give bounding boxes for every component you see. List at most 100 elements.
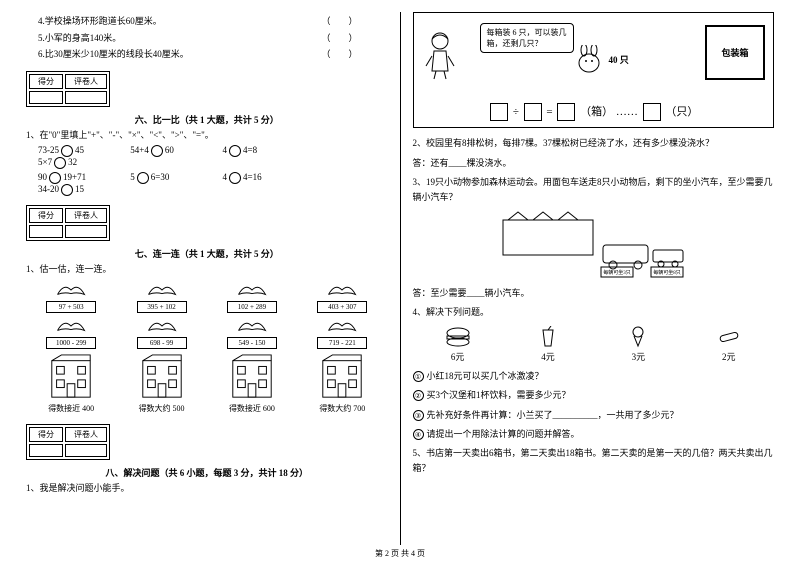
- divide-sign: ÷: [513, 106, 519, 118]
- price-label: 4元: [503, 350, 593, 363]
- package-box: 包装箱: [705, 25, 765, 80]
- dots: ……: [616, 106, 638, 118]
- blank-square[interactable]: [643, 103, 661, 121]
- candy-icon: [716, 326, 742, 348]
- sub-question: ②买3个汉堡和1杯饮料，需要多少元？: [413, 388, 775, 402]
- sub-question: ④请提出一个用除法计算的问题并解答。: [413, 427, 775, 441]
- calc-box: 719 - 221: [317, 337, 367, 349]
- equation-row: 73-2545 54+460 44=8 5×732: [26, 145, 388, 169]
- blank-circle[interactable]: [61, 184, 73, 196]
- grader-label: 评卷人: [65, 208, 107, 223]
- section-8-lead: 1、我是解决问题小能手。: [26, 482, 388, 496]
- calc-box: 698 - 99: [137, 337, 187, 349]
- calc-box: 395 + 102: [137, 301, 187, 313]
- column-divider: [400, 12, 401, 545]
- calc-box: 97 + 503: [46, 301, 96, 313]
- section-7-lead: 1、估一估，连一连。: [26, 263, 388, 277]
- blank-circle[interactable]: [49, 172, 61, 184]
- paren: （ ）: [321, 32, 357, 46]
- question-3-answer: 答：至少需要____辆小汽车。: [413, 286, 775, 300]
- child-icon: [422, 31, 458, 81]
- bird-row-bottom: 1000 - 299 698 - 99 549 - 150 719 - 221: [26, 317, 388, 349]
- equals-sign: =: [546, 106, 552, 118]
- left-column: 4.学校操场环形跑道长60厘米。 （ ） 5.小军的身高140米。 （ ） 6.比3…: [18, 12, 396, 545]
- blank-circle[interactable]: [229, 172, 241, 184]
- bird-icon: [323, 317, 361, 335]
- blank-circle[interactable]: [151, 145, 163, 157]
- section-6-title: 六、比一比（共 1 大题，共计 5 分）: [26, 113, 388, 126]
- blank-circle[interactable]: [61, 145, 73, 157]
- building-label: 得数接近 400: [47, 403, 95, 414]
- right-column: 每箱装 6 只，可以装几 箱，还剩几只？ 40 只 包装箱 ÷ = （箱） ………: [405, 12, 783, 545]
- section-7-title: 七、连一连（共 1 大题，共计 5 分）: [26, 247, 388, 260]
- circled-2: ②: [413, 390, 424, 401]
- score-box: 得分评卷人: [26, 205, 110, 241]
- blank-circle[interactable]: [54, 157, 66, 169]
- svg-text:每辆可坐3只: 每辆可坐3只: [603, 269, 631, 276]
- scene-illustration: 每辆可坐3只 每辆可坐8只: [493, 210, 693, 280]
- unit-label: （只）: [665, 106, 698, 118]
- question-4-lead: 4、解决下列问题。: [413, 305, 775, 319]
- building-icon: [318, 353, 366, 401]
- blank-circle[interactable]: [229, 145, 241, 157]
- bird-icon: [143, 281, 181, 299]
- building-row: 得数接近 400 得数大约 500 得数接近 600 得数大约 700: [26, 353, 388, 414]
- price-label: 2元: [684, 350, 774, 363]
- price-label: 6元: [413, 350, 503, 363]
- drink-icon: [535, 326, 561, 348]
- sub-question: ③先补充好条件再计算：小兰买了__________，一共用了多少元？: [413, 408, 775, 422]
- blank-circle[interactable]: [137, 172, 149, 184]
- question-3: 3、19只小动物参加森林运动会。用面包车送走8只小动物后，剩下的坐小汽车，至少需…: [413, 175, 775, 204]
- score-label: 得分: [29, 74, 63, 89]
- bird-icon: [52, 281, 90, 299]
- icecream-icon: [625, 326, 651, 348]
- sub-question: ①小红18元可以买几个冰激凌？: [413, 369, 775, 383]
- circled-1: ①: [413, 371, 424, 382]
- judge-list: 4.学校操场环形跑道长60厘米。 （ ） 5.小军的身高140米。 （ ） 6.比3…: [26, 15, 388, 62]
- score-box: 得分评卷人: [26, 71, 110, 107]
- svg-text:每辆可坐8只: 每辆可坐8只: [653, 269, 681, 276]
- blank-square[interactable]: [490, 103, 508, 121]
- unit-label: （箱）: [580, 106, 613, 118]
- blank-square[interactable]: [557, 103, 575, 121]
- section-6-lead: 1、在"0"里填上"+"、"-"、"×"、"<"、">"、"="。: [26, 129, 388, 143]
- equation-row: 9019+71 56=30 44=16 34-2015: [26, 172, 388, 196]
- calc-box: 102 + 289: [227, 301, 277, 313]
- circled-3: ③: [413, 410, 424, 421]
- score-label: 得分: [29, 208, 63, 223]
- count-label: 40 只: [609, 53, 629, 66]
- circled-4: ④: [413, 429, 424, 440]
- paren: （ ）: [321, 48, 357, 62]
- price-label: 3元: [593, 350, 683, 363]
- speech-bubble: 每箱装 6 只，可以装几 箱，还剩几只？: [480, 23, 574, 53]
- question-5: 5、书店第一天卖出6箱书，第二天卖出18箱书。第二天卖的是第一天的几倍？两天共卖…: [413, 446, 775, 475]
- building-icon: [47, 353, 95, 401]
- page-footer: 第 2 页 共 4 页: [0, 548, 800, 559]
- grader-label: 评卷人: [65, 427, 107, 442]
- grader-label: 评卷人: [65, 74, 107, 89]
- question-2-answer: 答：还有____棵没浇水。: [413, 156, 775, 170]
- bird-icon: [233, 317, 271, 335]
- calc-box: 1000 - 299: [46, 337, 96, 349]
- judge-item: 5.小军的身高140米。: [38, 33, 121, 43]
- section-8-title: 八、解决问题（共 6 小题，每题 3 分，共计 18 分）: [26, 466, 388, 479]
- building-label: 得数接近 600: [228, 403, 276, 414]
- bunny-icon: [574, 45, 604, 75]
- problem-box: 每箱装 6 只，可以装几 箱，还剩几只？ 40 只 包装箱 ÷ = （箱） ………: [413, 12, 775, 128]
- blank-square[interactable]: [524, 103, 542, 121]
- calc-box: 403 + 307: [317, 301, 367, 313]
- bird-row-top: 97 + 503 395 + 102 102 + 289 403 + 307: [26, 281, 388, 313]
- bird-icon: [323, 281, 361, 299]
- score-box: 得分评卷人: [26, 424, 110, 460]
- bird-icon: [233, 281, 271, 299]
- burger-icon: [445, 326, 471, 348]
- question-2: 2、校园里有8排松树，每排7棵。37棵松树已经浇了水，还有多少棵没浇水？: [413, 136, 775, 150]
- building-icon: [228, 353, 276, 401]
- bird-icon: [52, 317, 90, 335]
- judge-item: 6.比30厘米少10厘米的线段长40厘米。: [38, 49, 189, 59]
- price-row: 6元 4元 3元 2元: [413, 326, 775, 363]
- score-label: 得分: [29, 427, 63, 442]
- building-label: 得数大约 700: [318, 403, 366, 414]
- building-label: 得数大约 500: [138, 403, 186, 414]
- judge-item: 4.学校操场环形跑道长60厘米。: [38, 16, 162, 26]
